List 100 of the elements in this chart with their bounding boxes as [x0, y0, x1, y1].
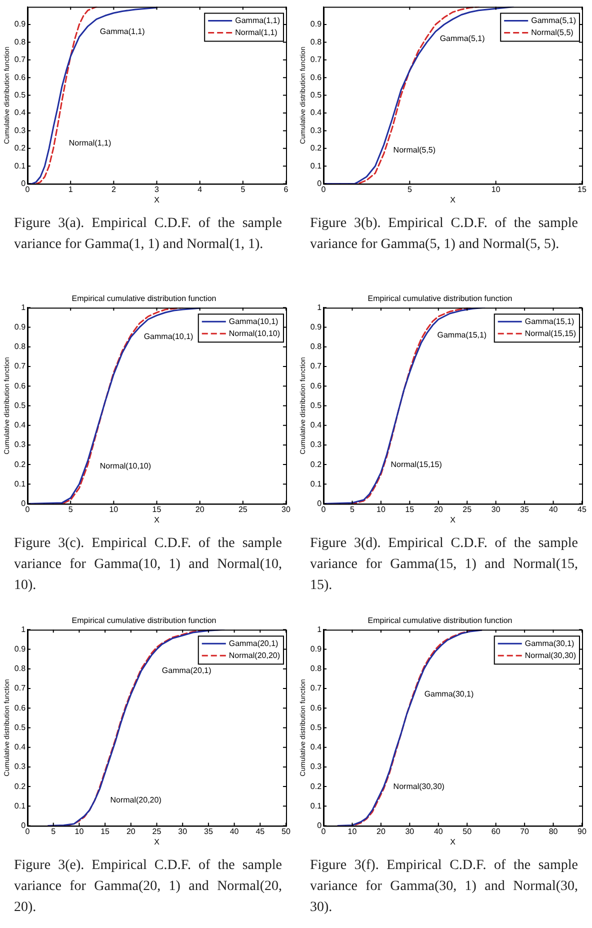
x-tick-label: 15: [152, 504, 162, 514]
y-tick-label: 0.8: [310, 342, 322, 352]
y-tick-label: 0.1: [14, 801, 26, 810]
x-tick-label: 40: [548, 504, 558, 514]
y-tick-label: 0.7: [14, 362, 26, 371]
y-tick-label: 0.5: [14, 722, 26, 732]
y-tick-label: 0.9: [310, 322, 322, 332]
x-axis-title: X: [154, 837, 160, 846]
legend-label: Gamma(30,1): [524, 638, 575, 648]
x-tick-label: 10: [74, 826, 84, 836]
y-tick-label: 0.2: [14, 144, 26, 153]
annotation: Normal(5,5): [393, 145, 436, 154]
y-tick-label: 0.3: [14, 126, 26, 135]
legend-label: Normal(1,1): [235, 28, 278, 38]
y-tick-label: 0.9: [14, 20, 26, 29]
legend-label: Normal(20,20): [228, 650, 280, 660]
y-tick-label: 0.5: [14, 400, 26, 410]
y-tick-label: 1: [21, 302, 26, 312]
annotation: Gamma(1,1): [100, 26, 146, 36]
x-tick-label: 10: [491, 184, 501, 194]
x-tick-label: 20: [434, 504, 444, 514]
y-tick-label: 0.4: [14, 420, 26, 430]
caption: Figure 3(b). Empirical C.D.F. of the sample variance for Gamma(5, 1) and Normal(5, 5).: [310, 215, 578, 254]
y-tick-label: 0.2: [310, 144, 322, 153]
annotation: Gamma(30,1): [424, 690, 474, 699]
annotation: Normal(30,30): [393, 782, 445, 791]
y-tick-label: 0.1: [310, 161, 322, 170]
x-tick-label: 45: [578, 504, 587, 514]
x-tick-label: 20: [195, 504, 205, 514]
y-tick-label: 0.6: [14, 72, 26, 82]
x-tick-label: 5: [51, 826, 56, 836]
legend-label: Gamma(20,1): [228, 638, 279, 648]
x-tick-label: 1: [68, 184, 74, 194]
x-tick-label: 5: [407, 184, 412, 194]
chart-title: Empirical cumulative distribution function: [72, 616, 216, 626]
y-tick-label: 0.6: [310, 703, 322, 712]
x-tick-label: 30: [282, 504, 291, 514]
x-tick-label: 20: [376, 826, 386, 836]
x-tick-label: 10: [348, 826, 358, 836]
x-tick-label: 5: [240, 184, 246, 194]
y-tick-label: 0.7: [14, 684, 26, 693]
annotation: Normal(1,1): [68, 138, 112, 148]
y-tick-label: 0.6: [310, 381, 322, 390]
y-tick-label: 0.8: [14, 37, 26, 46]
y-tick-label: 0.4: [310, 742, 322, 752]
x-tick-label: 5: [350, 504, 356, 514]
y-tick-label: 1: [21, 624, 26, 634]
y-tick-label: 0.1: [310, 479, 322, 488]
annotation: Gamma(20,1): [162, 666, 212, 676]
y-tick-label: 0.9: [310, 644, 322, 654]
legend-label: Gamma(10,1): [228, 316, 279, 326]
y-tick-label: 0.6: [14, 703, 26, 712]
legend-label: Gamma(1,1): [235, 16, 280, 26]
caption: Figure 3(d). Empirical C.D.F. of the sample variance for Gamma(15, 1) and Normal(15, 15).: [310, 535, 578, 595]
y-tick-label: 0.1: [14, 479, 26, 488]
x-axis-title: X: [450, 515, 456, 524]
y-tick-label: 0.5: [14, 90, 26, 100]
annotation: Gamma(10,1): [144, 332, 194, 342]
y-tick-label: 0.8: [14, 664, 26, 674]
x-tick-label: 5: [68, 504, 74, 514]
y-tick-label: 0.3: [310, 126, 322, 135]
x-tick-label: 45: [256, 826, 266, 836]
legend-label: Normal(30,30): [524, 650, 576, 660]
x-tick-label: 30: [405, 826, 415, 836]
legend-label: Normal(15,15): [524, 328, 576, 338]
y-tick-label: 0.1: [14, 161, 26, 170]
x-tick-label: 10: [109, 504, 119, 514]
x-tick-label: 60: [491, 826, 501, 836]
x-axis-title: X: [450, 837, 456, 846]
y-tick-label: 0.8: [14, 342, 26, 352]
y-tick-label: 0.6: [310, 72, 322, 82]
x-tick-label: 80: [548, 826, 558, 836]
x-tick-label: 25: [238, 504, 248, 514]
y-tick-label: 0.2: [310, 782, 322, 791]
y-tick-label: 0.3: [310, 440, 322, 450]
y-tick-label: 0.2: [14, 782, 26, 791]
y-tick-label: 0.7: [310, 55, 322, 64]
y-tick-label: 0.9: [14, 322, 26, 332]
annotation: Normal(20,20): [110, 795, 162, 804]
annotation: Gamma(15,1): [437, 330, 487, 340]
x-tick-label: 40: [434, 826, 444, 836]
x-tick-label: 70: [520, 826, 530, 836]
x-tick-label: 40: [230, 826, 240, 836]
legend-label: Gamma(15,1): [524, 316, 575, 326]
y-tick-label: 0.7: [14, 55, 26, 64]
y-tick-label: 0.4: [14, 742, 26, 752]
annotation: Gamma(5,1): [440, 34, 486, 43]
x-tick-label: 15: [405, 504, 415, 514]
legend-label: Gamma(5,1): [531, 16, 576, 26]
y-tick-label: 0.8: [310, 664, 322, 674]
x-tick-label: 6: [284, 184, 289, 194]
caption: Figure 3(c). Empirical C.D.F. of the sample variance for Gamma(10, 1) and Normal(10, 10).: [14, 535, 282, 595]
y-tick-label: 0.4: [14, 108, 26, 118]
y-tick-label: 0.5: [310, 90, 322, 100]
x-tick-label: 20: [126, 826, 136, 836]
x-tick-label: 90: [578, 826, 587, 836]
annotation: Normal(10,10): [100, 462, 152, 471]
y-tick-label: 0.8: [310, 37, 322, 46]
x-tick-label: 30: [178, 826, 188, 836]
annotation: Normal(15,15): [390, 460, 442, 469]
